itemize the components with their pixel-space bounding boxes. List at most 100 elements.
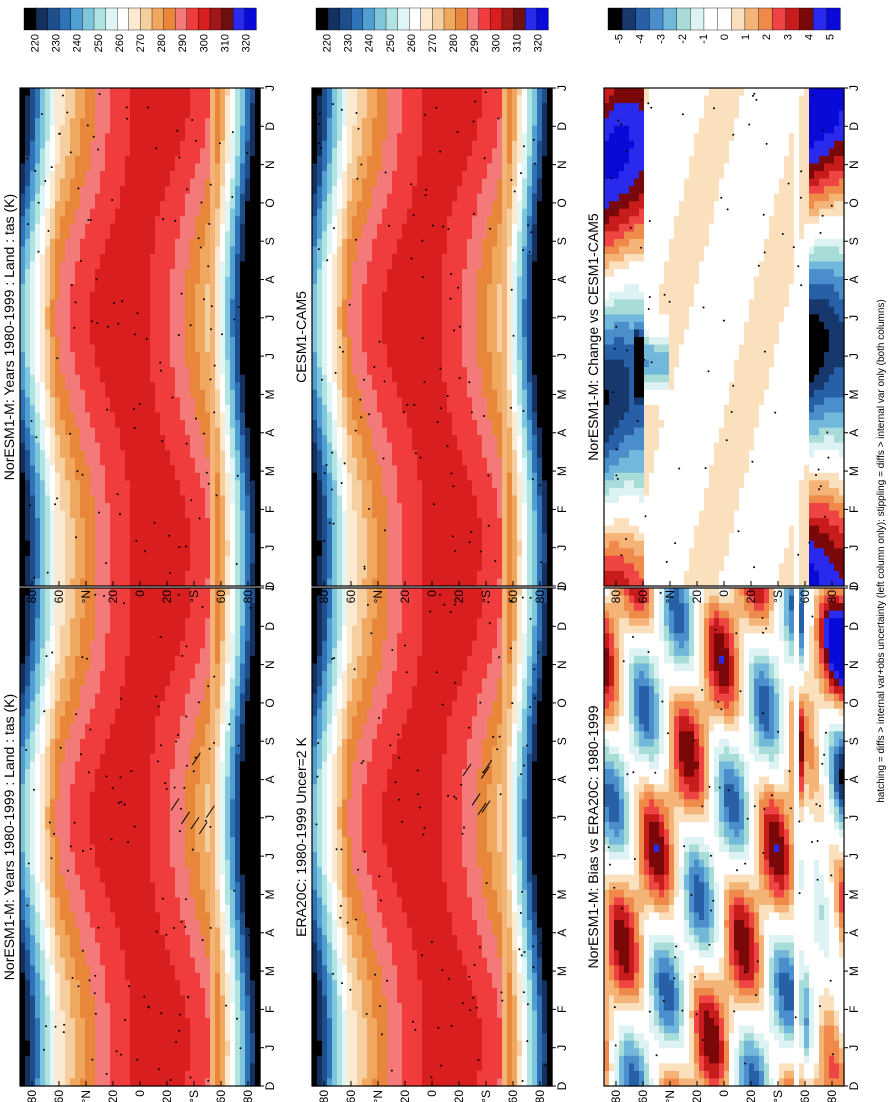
p1-cell: [140, 988, 146, 996]
p1-cell: [105, 897, 111, 905]
p1-cell: [75, 777, 81, 785]
p1-cell: [75, 701, 81, 709]
p1-cell: [235, 965, 241, 973]
p1-cell: [100, 679, 106, 687]
p1-cell: [195, 890, 201, 898]
p1-cell: [105, 739, 111, 747]
p1-cell: [210, 897, 216, 905]
p1-cell: [175, 648, 181, 656]
p1-cell: [90, 988, 96, 996]
p1-cell: [100, 716, 106, 724]
p1-cell: [155, 641, 161, 649]
p1-cell: [60, 988, 66, 996]
p1-cell: [50, 792, 56, 800]
p1-cell: [75, 611, 81, 619]
p1-cell: [40, 1018, 46, 1026]
p1-cell: [25, 890, 31, 898]
p1-cell: [50, 988, 56, 996]
p1-cell: [175, 822, 181, 830]
p1-cell: [230, 724, 236, 732]
p1-cell: [155, 618, 161, 626]
p1-cell: [210, 973, 216, 981]
p1-cell: [180, 603, 186, 611]
p1-cell: [180, 709, 186, 717]
p1-cell: [135, 1003, 141, 1011]
p1-cell: [40, 965, 46, 973]
p1-cell: [245, 912, 251, 920]
p1-cell: [180, 973, 186, 981]
p1-cell: [230, 822, 236, 830]
p1-cell: [155, 1033, 161, 1041]
p1-cell: [230, 845, 236, 853]
p1-cell: [95, 1078, 101, 1086]
p1-cell: [215, 611, 221, 619]
p1-cell: [230, 792, 236, 800]
p1-cell: [235, 641, 241, 649]
p1-cell: [170, 663, 176, 671]
p1-cell: [130, 1056, 136, 1064]
p1-cell: [240, 686, 246, 694]
p1-cell: [35, 845, 41, 853]
p1-cell: [175, 611, 181, 619]
p1-cell: [160, 1033, 166, 1041]
p1-cell: [55, 988, 61, 996]
p1-cell: [125, 829, 131, 837]
p1-cell: [140, 822, 146, 830]
p1-cell: [225, 867, 231, 875]
p1-cell: [65, 928, 71, 936]
p1-cell: [240, 965, 246, 973]
p1-cell: [230, 701, 236, 709]
p1-cell: [220, 641, 226, 649]
p1-cell: [215, 701, 221, 709]
p1-cell: [145, 633, 151, 641]
p1-cell: [35, 1033, 41, 1041]
p1-cell: [75, 988, 81, 996]
p1-cell: [225, 709, 231, 717]
p1-cell: [95, 1071, 101, 1079]
p1-cell: [120, 603, 126, 611]
p1-cell: [130, 1026, 136, 1034]
p1-cell: [135, 950, 141, 958]
p1-cell: [30, 920, 36, 928]
p1-cell: [245, 1071, 251, 1079]
p1-cell: [195, 875, 201, 883]
p1-cell: [65, 1041, 71, 1049]
p1-cell: [55, 1048, 61, 1056]
p1-cell: [220, 1063, 226, 1071]
p1-cell: [85, 890, 91, 898]
p1-cell: [200, 731, 206, 739]
p1-cell: [95, 596, 101, 604]
p1-cell: [125, 784, 131, 792]
p1-cell: [190, 882, 196, 890]
p1-cell: [145, 965, 151, 973]
p1-cell: [205, 769, 211, 777]
p1-cell: [100, 882, 106, 890]
p1-cell: [165, 709, 171, 717]
p1-cell: [175, 1033, 181, 1041]
p1-cell: [75, 950, 81, 958]
p1-cell: [180, 943, 186, 951]
p1-cell: [100, 1071, 106, 1079]
p1-cell: [185, 1056, 191, 1064]
p1-cell: [220, 822, 226, 830]
p1-cell: [205, 875, 211, 883]
p1-cell: [20, 1048, 26, 1056]
p1-cell: [210, 648, 216, 656]
p1-stipple-dot: [81, 656, 83, 658]
p1-cell: [20, 1078, 26, 1086]
p1-stipple-dot: [120, 1054, 122, 1056]
p1-cell: [245, 1048, 251, 1056]
p1-cell: [145, 890, 151, 898]
p1-cell: [245, 641, 251, 649]
p1-cell: [55, 897, 61, 905]
p1-cell: [140, 973, 146, 981]
p1-cell: [145, 671, 151, 679]
p1-cell: [150, 633, 156, 641]
p1-cell: [145, 769, 151, 777]
p1-cell: [200, 890, 206, 898]
p1-cell: [125, 588, 131, 596]
p1-cell: [95, 633, 101, 641]
p1-cell: [235, 822, 241, 830]
p1-cell: [75, 1033, 81, 1041]
p1-cell: [80, 1018, 86, 1026]
